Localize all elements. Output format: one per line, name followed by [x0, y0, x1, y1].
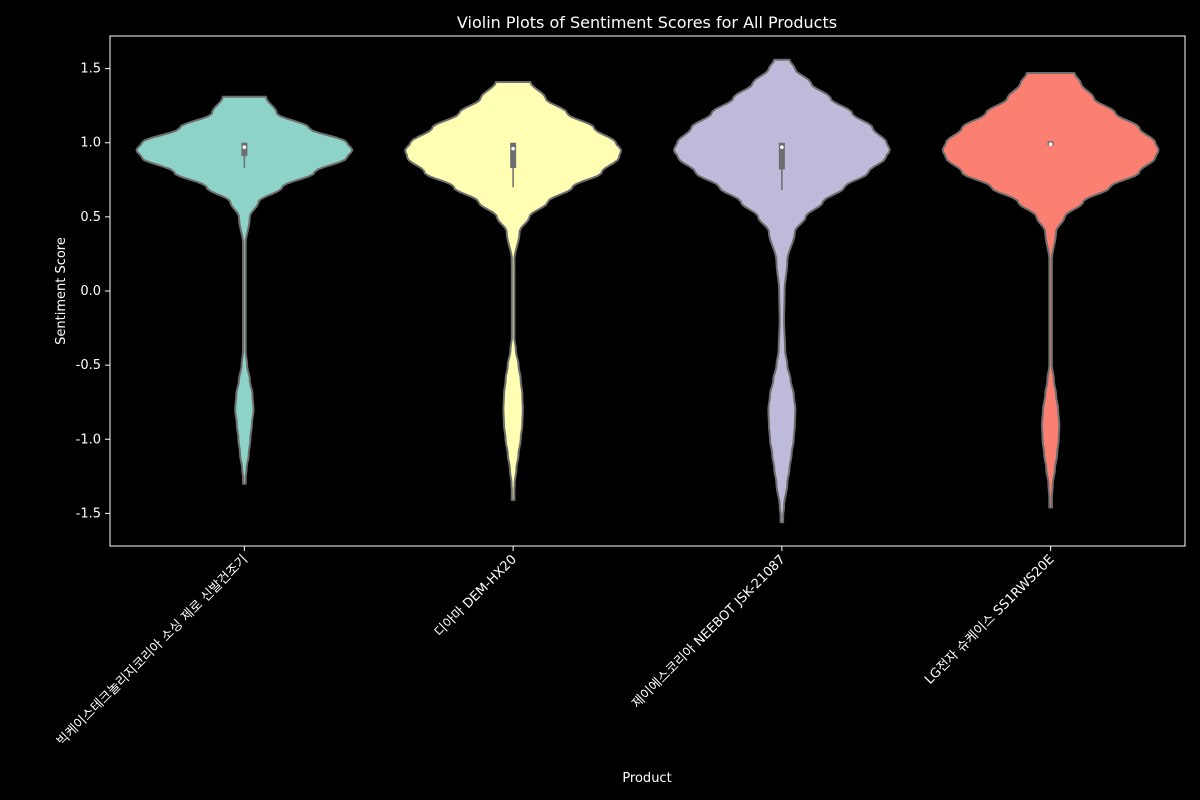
violin-body	[135, 95, 354, 485]
y-tick-label: -1.5	[76, 506, 101, 521]
violin-median-point	[1048, 142, 1053, 147]
y-tick-label: 1.0	[80, 136, 101, 151]
chart-title: Violin Plots of Sentiment Scores for All…	[457, 13, 837, 32]
violin-iqr-box	[778, 142, 785, 170]
y-axis: -1.5 -1.0 -0.5 0.0 0.5 1.0 1.5	[76, 62, 110, 521]
y-axis-label: Sentiment Score	[54, 237, 69, 345]
violin-median-point	[780, 145, 784, 149]
y-tick-label: 1.5	[80, 62, 101, 77]
y-tick-label: -0.5	[76, 358, 101, 373]
violins-group	[135, 58, 1160, 524]
violin-median-point	[242, 145, 247, 149]
violin-body	[404, 80, 623, 502]
violin-iqr-box	[241, 142, 248, 157]
violin-median-point	[511, 146, 515, 151]
violin-body	[941, 72, 1160, 509]
x-axis-label: Product	[622, 771, 671, 786]
y-tick-label: 0.0	[80, 284, 101, 299]
violin-body	[672, 58, 891, 524]
y-tick-label: 0.5	[80, 210, 101, 225]
y-tick-label: -1.0	[76, 432, 101, 447]
violin-iqr-box	[510, 142, 517, 168]
